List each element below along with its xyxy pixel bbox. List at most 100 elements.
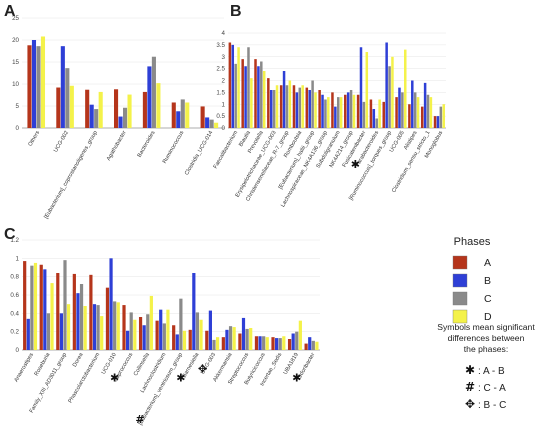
bar-c-collinsella-d <box>149 295 153 350</box>
bar-b-parabacteroides-b <box>372 109 376 128</box>
bar-c-phascolarctobacterium-b <box>92 304 97 350</box>
bar-a-eubacterium-coprostanoligenes-group-a <box>85 89 90 128</box>
bar-c-coprococcus-a <box>122 305 126 350</box>
category-label-family-xiii-ad3011-group: Family_XIII_AD3011_group <box>29 352 68 414</box>
legend-title: Phases <box>454 236 491 248</box>
bar-b-monoglobus-b <box>436 116 440 128</box>
legend-label-c: C <box>484 293 492 305</box>
y-tick-label: 25 <box>12 15 19 22</box>
bar-a-others-c <box>36 46 41 128</box>
bar-a-ucg-002-d <box>69 85 74 128</box>
bar-c-uba1819-b <box>291 333 295 350</box>
bar-c-ucg-010-d <box>116 302 120 350</box>
bar-c-incertae-sedis-a <box>271 337 275 350</box>
bar-b-christensenellaceae-r-7-group-b <box>282 71 286 128</box>
bar-b-fusicatenibacter-a <box>356 94 360 128</box>
category-label-clostridia-ucg-014: Clostridia_UCG-014 <box>184 130 214 176</box>
bar-b-blautia-c <box>247 47 250 128</box>
legend-swatch-c <box>452 291 468 306</box>
bar-b-nk4a214-group-b <box>346 92 350 128</box>
bar-c-akkermansia-a <box>221 337 225 350</box>
y-tick-label: 10 <box>12 81 19 88</box>
bar-c-ucg-010-c <box>113 301 117 350</box>
y-tick-label: 3 <box>222 54 226 61</box>
bar-b-ucg-005-b <box>398 87 401 128</box>
bar-b-fusicatenibacter-d <box>365 52 369 128</box>
panel-letter-a: A <box>4 3 16 20</box>
bar-c-barnesiella-a <box>188 329 192 350</box>
bar-b-prevotella-b <box>257 66 260 128</box>
bar-c-phascolarctobacterium-a <box>89 274 93 350</box>
category-label-faecalibacterium: Faecalibacterium <box>213 130 240 170</box>
bar-c-lachnoclostridium-c <box>162 323 166 350</box>
bar-b-christensenellaceae-r-7-group-d <box>288 80 292 128</box>
bar-a-eubacterium-coprostanoligenes-group-b <box>89 104 94 128</box>
bar-b-christensenellaceae-r-7-group-a <box>279 85 283 128</box>
y-tick-label: 1.5 <box>216 89 225 96</box>
bar-a-agathobacter-a <box>114 89 119 128</box>
bar-c-collinsella-b <box>142 325 146 350</box>
y-tick-label: 15 <box>12 59 19 66</box>
bar-c-uba1819-d <box>298 320 302 350</box>
y-tick-label: 1 <box>222 101 226 108</box>
bar-a-bacteroides-a <box>142 91 147 128</box>
bar-c-lachnoclostridium-b <box>159 309 163 350</box>
bar-a-bacteroides-d <box>156 83 161 128</box>
category-label-ruminococcus: Ruminococcus <box>162 130 186 165</box>
bar-c-eubacterium-ventriosum-group-b <box>175 334 179 350</box>
y-tick-label: 0 <box>222 125 226 132</box>
y-tick-label: 1 <box>16 255 20 262</box>
bar-a-ruminococcus-a <box>171 102 176 128</box>
y-tick-label: 5 <box>16 103 20 110</box>
bar-a-eubacterium-coprostanoligenes-group-c <box>94 109 99 128</box>
bar-a-others-a <box>27 45 32 128</box>
bar-a-clostridia-ucg-014-a <box>200 106 205 128</box>
bar-b-ucg-005-d <box>404 49 407 128</box>
bar-c-family-xiii-ad3011-group-b <box>59 313 63 350</box>
bar-b-christensenellaceae-r-7-group-c <box>285 85 289 128</box>
bar-b-blautia-a <box>241 59 244 128</box>
bar-c-ucg-003-c <box>212 339 216 350</box>
bar-c-odoribacter-d <box>315 341 319 350</box>
bar-b-clostridium-sensu-stricto-1-d <box>429 97 433 128</box>
bar-c-lachnoclostridium-a <box>155 320 159 350</box>
bar-c-streptococcus-c <box>245 328 249 350</box>
bar-b-faecalibacterium-b <box>231 44 235 128</box>
bar-c-collinsella-c <box>146 314 150 350</box>
bar-b-erysipelotrichaceae-ucg-003-a <box>267 78 270 128</box>
category-label-roseburia: Roseburia <box>34 351 52 377</box>
significance-mark-eubacterium-ventriosum-group: # <box>135 413 144 426</box>
y-tick-label: 3.5 <box>216 42 225 49</box>
bar-b-clostridium-sensu-stricto-1-b <box>423 82 427 128</box>
bar-a-agathobacter-c <box>123 107 128 128</box>
bar-b-faecalibacterium-d <box>237 47 240 128</box>
legend-label-b: B <box>484 275 491 287</box>
bar-c-phascolarctobacterium-d <box>100 316 104 350</box>
bar-b-eubacterium-hallii-group-b <box>308 90 311 128</box>
bar-b-clostridium-sensu-stricto-1-a <box>420 106 424 128</box>
category-label-anaerostipes: Anaerostipes <box>13 352 35 383</box>
bar-b-alistipes-a <box>408 104 411 128</box>
bar-c-anaerostipes-c <box>30 265 34 350</box>
y-tick-label: 0 <box>16 347 20 354</box>
bar-b-romboutsia-a <box>292 85 296 128</box>
legend-note-line-2: differences between <box>448 333 525 343</box>
y-tick-label: 0 <box>16 125 20 132</box>
bar-c-barnesiella-c <box>195 312 200 350</box>
y-tick-label: 1.2 <box>10 237 19 244</box>
bar-c-roseburia-a <box>39 264 43 350</box>
category-label-collinsella: Collinsella <box>133 351 151 377</box>
significance-mark-ucg-003: ✥ <box>198 362 207 375</box>
bar-b-ucg-005-a <box>395 97 398 128</box>
bar-b-alistipes-d <box>416 97 420 128</box>
bar-c-roseburia-d <box>50 283 54 350</box>
bar-c-streptococcus-b <box>241 317 246 350</box>
y-tick-label: 2.5 <box>216 66 225 73</box>
bar-c-incertae-sedis-d <box>282 336 286 350</box>
bar-b-subdoligranulum-d <box>339 97 343 128</box>
significance-mark-coprococcus: ✱ <box>110 371 119 384</box>
category-label-bacteroides: Bacteroides <box>137 130 157 159</box>
